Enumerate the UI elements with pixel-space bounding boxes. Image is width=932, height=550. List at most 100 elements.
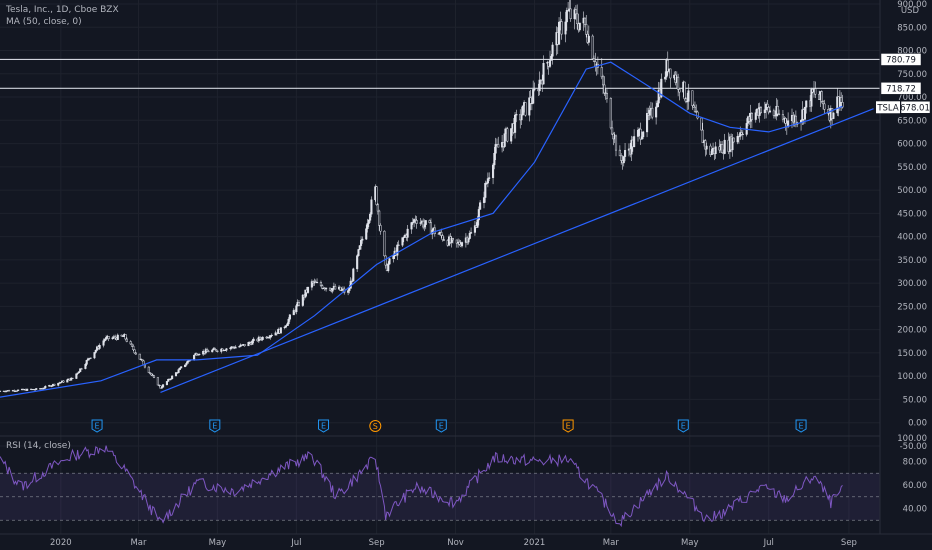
candle-body xyxy=(50,385,53,387)
candle-body xyxy=(84,364,87,369)
candle-body xyxy=(396,244,399,256)
candle-body xyxy=(369,213,372,221)
candle-body xyxy=(585,24,588,35)
candle-body xyxy=(558,21,561,45)
candle-body xyxy=(85,360,88,365)
candle-body xyxy=(666,59,669,72)
candle-body xyxy=(810,89,813,107)
candle-body xyxy=(639,128,642,140)
time-tick-label: Jul xyxy=(290,538,301,548)
rsi-axis[interactable]: 100.00 80.00 60.00 40.00 xyxy=(897,434,927,515)
candle-body xyxy=(686,101,689,103)
last-price-tag-text: 678.01 xyxy=(900,103,930,113)
price-tick-label: 850.00 xyxy=(897,23,927,33)
candle-body xyxy=(204,349,207,354)
time-axis[interactable]: 2020 Mar May Jul Sep Nov 2021 Mar May Jul Sep xyxy=(50,538,857,548)
candle-body xyxy=(143,364,146,368)
horizontal-levels[interactable] xyxy=(0,58,880,89)
candle-body xyxy=(440,232,443,236)
price-tick-label: 900.00 xyxy=(897,0,927,10)
candle-body xyxy=(630,139,633,155)
candle-body xyxy=(529,97,532,104)
candle-body xyxy=(600,67,603,78)
candle-body xyxy=(360,239,363,246)
candle-body xyxy=(520,114,523,121)
candle-body xyxy=(304,289,307,298)
split-marker[interactable] xyxy=(369,420,382,432)
candle-body xyxy=(286,323,289,326)
rsi-tick-label: 60.00 xyxy=(903,481,927,491)
candle-body xyxy=(79,368,82,372)
price-tick-label: 700.00 xyxy=(897,93,927,103)
candle-body xyxy=(731,137,734,151)
candle-body xyxy=(116,334,119,340)
candle-body xyxy=(569,8,572,20)
candle-body xyxy=(532,89,535,104)
candle-body xyxy=(283,326,286,328)
candle-body xyxy=(684,98,687,102)
candle-body xyxy=(776,105,779,115)
candle-body xyxy=(620,155,623,161)
symbol-description: Tesla, Inc., 1D, Cboe BZX xyxy=(6,5,119,15)
candle-body xyxy=(709,145,712,155)
candle-body xyxy=(234,346,237,349)
candle-body xyxy=(493,152,496,166)
earnings-marker[interactable] xyxy=(209,419,221,433)
candle-body xyxy=(841,101,844,108)
ma-legend[interactable]: MA (50, close, 0) xyxy=(6,17,82,27)
rsi-legend[interactable]: RSI (14, close) xyxy=(6,441,71,451)
candle-body xyxy=(284,325,288,328)
candle-body xyxy=(370,199,373,215)
candle-body xyxy=(156,377,159,386)
earnings-marker-label: E xyxy=(681,422,686,431)
candle-body xyxy=(86,358,90,361)
candle-body xyxy=(33,389,36,391)
candle-body xyxy=(510,128,513,142)
candle-body xyxy=(766,103,769,108)
candle-body xyxy=(603,84,606,94)
candle-body xyxy=(287,318,290,325)
earnings-marker[interactable] xyxy=(562,419,574,433)
candle-body xyxy=(198,353,201,355)
earnings-marker[interactable] xyxy=(318,419,330,433)
candle-body xyxy=(366,223,369,229)
candle-body xyxy=(211,349,214,353)
trendline[interactable] xyxy=(160,108,874,394)
candle-body xyxy=(103,339,106,341)
earnings-marker[interactable] xyxy=(435,419,447,433)
candle-body xyxy=(494,144,497,154)
price-tick-label: 650.00 xyxy=(897,116,927,126)
candle-body xyxy=(62,380,65,383)
candle-body xyxy=(365,228,368,240)
time-tick-label: Sep xyxy=(369,538,385,548)
candle-body xyxy=(565,10,568,23)
candle-body xyxy=(375,186,378,205)
candle-body xyxy=(772,110,775,116)
candle-body xyxy=(691,90,694,106)
candle-body xyxy=(704,140,707,150)
candle-body xyxy=(721,144,724,154)
candle-body xyxy=(458,241,461,245)
candle-body xyxy=(514,114,517,133)
candle-body xyxy=(328,287,332,291)
candle-body xyxy=(358,245,361,250)
price-tick-label: 800.00 xyxy=(897,47,927,57)
candle-body xyxy=(225,348,228,351)
candle-body xyxy=(229,347,232,349)
price-axis[interactable]: 900.00 850.00 800.00 750.00 700.00 650.00 600.… xyxy=(897,0,927,452)
candle-body xyxy=(53,383,56,386)
candle-body xyxy=(633,136,636,147)
time-tick-label: Jul xyxy=(763,538,774,548)
candle-body xyxy=(714,146,717,155)
price-tick-label: 500.00 xyxy=(897,186,927,196)
earnings-marker[interactable] xyxy=(795,419,807,433)
candle-body xyxy=(442,239,445,241)
earnings-marker[interactable] xyxy=(677,419,689,433)
candle-body xyxy=(177,369,180,373)
earnings-marker[interactable] xyxy=(91,419,103,433)
last-price-tag xyxy=(900,101,931,114)
symbol-tag xyxy=(876,101,900,114)
candle-body xyxy=(44,385,47,389)
